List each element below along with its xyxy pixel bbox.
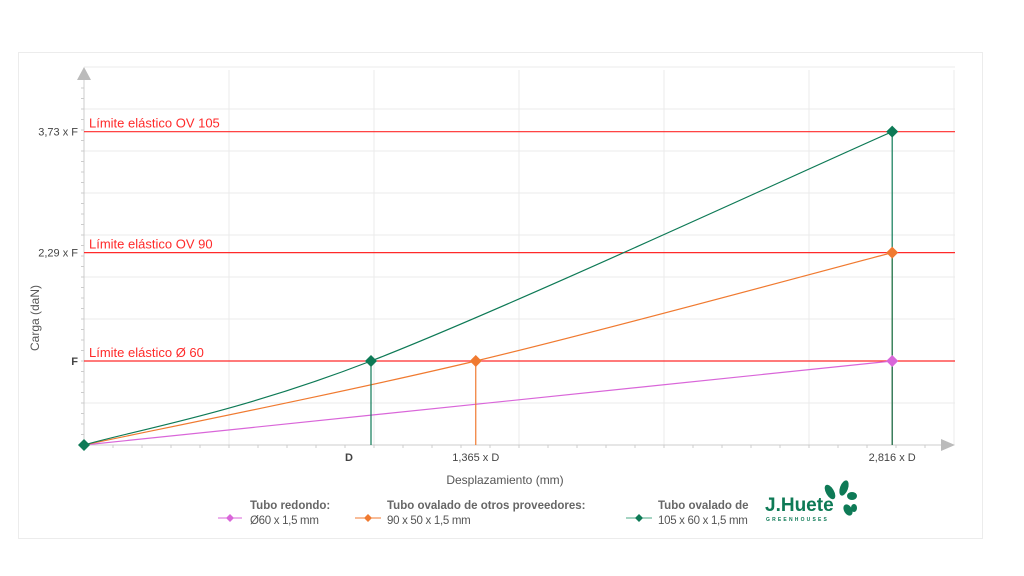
chart-frame — [18, 52, 983, 539]
reference-line-label: Límite elástico OV 105 — [89, 116, 220, 131]
legend-title: Tubo ovalado de otros proveedores: — [387, 500, 586, 512]
y-axis-label: Carga (daN) — [28, 285, 42, 351]
data-point — [469, 355, 482, 367]
jhuete-logo: J.Huete GREENHOUSES — [764, 478, 864, 524]
legend-title: Tubo redondo: — [250, 500, 331, 512]
x-axis-label: Desplazamiento (mm) — [446, 473, 563, 487]
data-point — [886, 355, 899, 367]
y-tick-label: 3,73 x F — [38, 127, 78, 139]
legend-item-round: Tubo redondo: Ø60 x 1,5 mm — [218, 500, 330, 527]
logo-tagline: GREENHOUSES — [766, 517, 829, 523]
legend-marker-pink — [218, 514, 242, 522]
series-line — [83, 252, 893, 446]
legend-sub: 90 x 50 x 1,5 mm — [387, 515, 471, 527]
legend-item-jhuete: Tubo ovalado de 105 x 60 x 1,5 mm — [626, 500, 749, 527]
legend-title: Tubo ovalado de — [658, 500, 749, 512]
jhuete-leaves-icon: J.Huete GREENHOUSES — [765, 480, 857, 523]
reference-line-label: Límite elástico OV 90 — [89, 237, 213, 252]
x-tick-label: 2,816 x D — [869, 452, 916, 464]
data-point — [365, 355, 377, 367]
data-point — [886, 246, 899, 259]
legend-item-others: Tubo ovalado de otros proveedores: 90 x … — [355, 500, 586, 527]
legend-sub: Ø60 x 1,5 mm — [250, 515, 319, 527]
legend-sub: 105 x 60 x 1,5 mm — [658, 515, 748, 527]
reference-line-label: Límite elástico Ø 60 — [89, 345, 204, 360]
legend-marker-green — [626, 514, 652, 522]
data-point — [78, 439, 90, 451]
x-tick-label: 1,365 x D — [452, 452, 499, 464]
x-axis-arrow-icon — [941, 439, 955, 451]
y-tick-label: 2,29 x F — [38, 248, 78, 260]
data-point — [886, 125, 899, 138]
logo-text: J.Huete — [765, 495, 834, 516]
x-tick-label: D — [345, 452, 353, 464]
series-line — [83, 360, 893, 446]
y-tick-label: F — [71, 356, 78, 368]
y-axis-arrow-icon — [77, 67, 91, 80]
series-line — [83, 131, 893, 446]
legend-marker-orange — [355, 514, 381, 522]
